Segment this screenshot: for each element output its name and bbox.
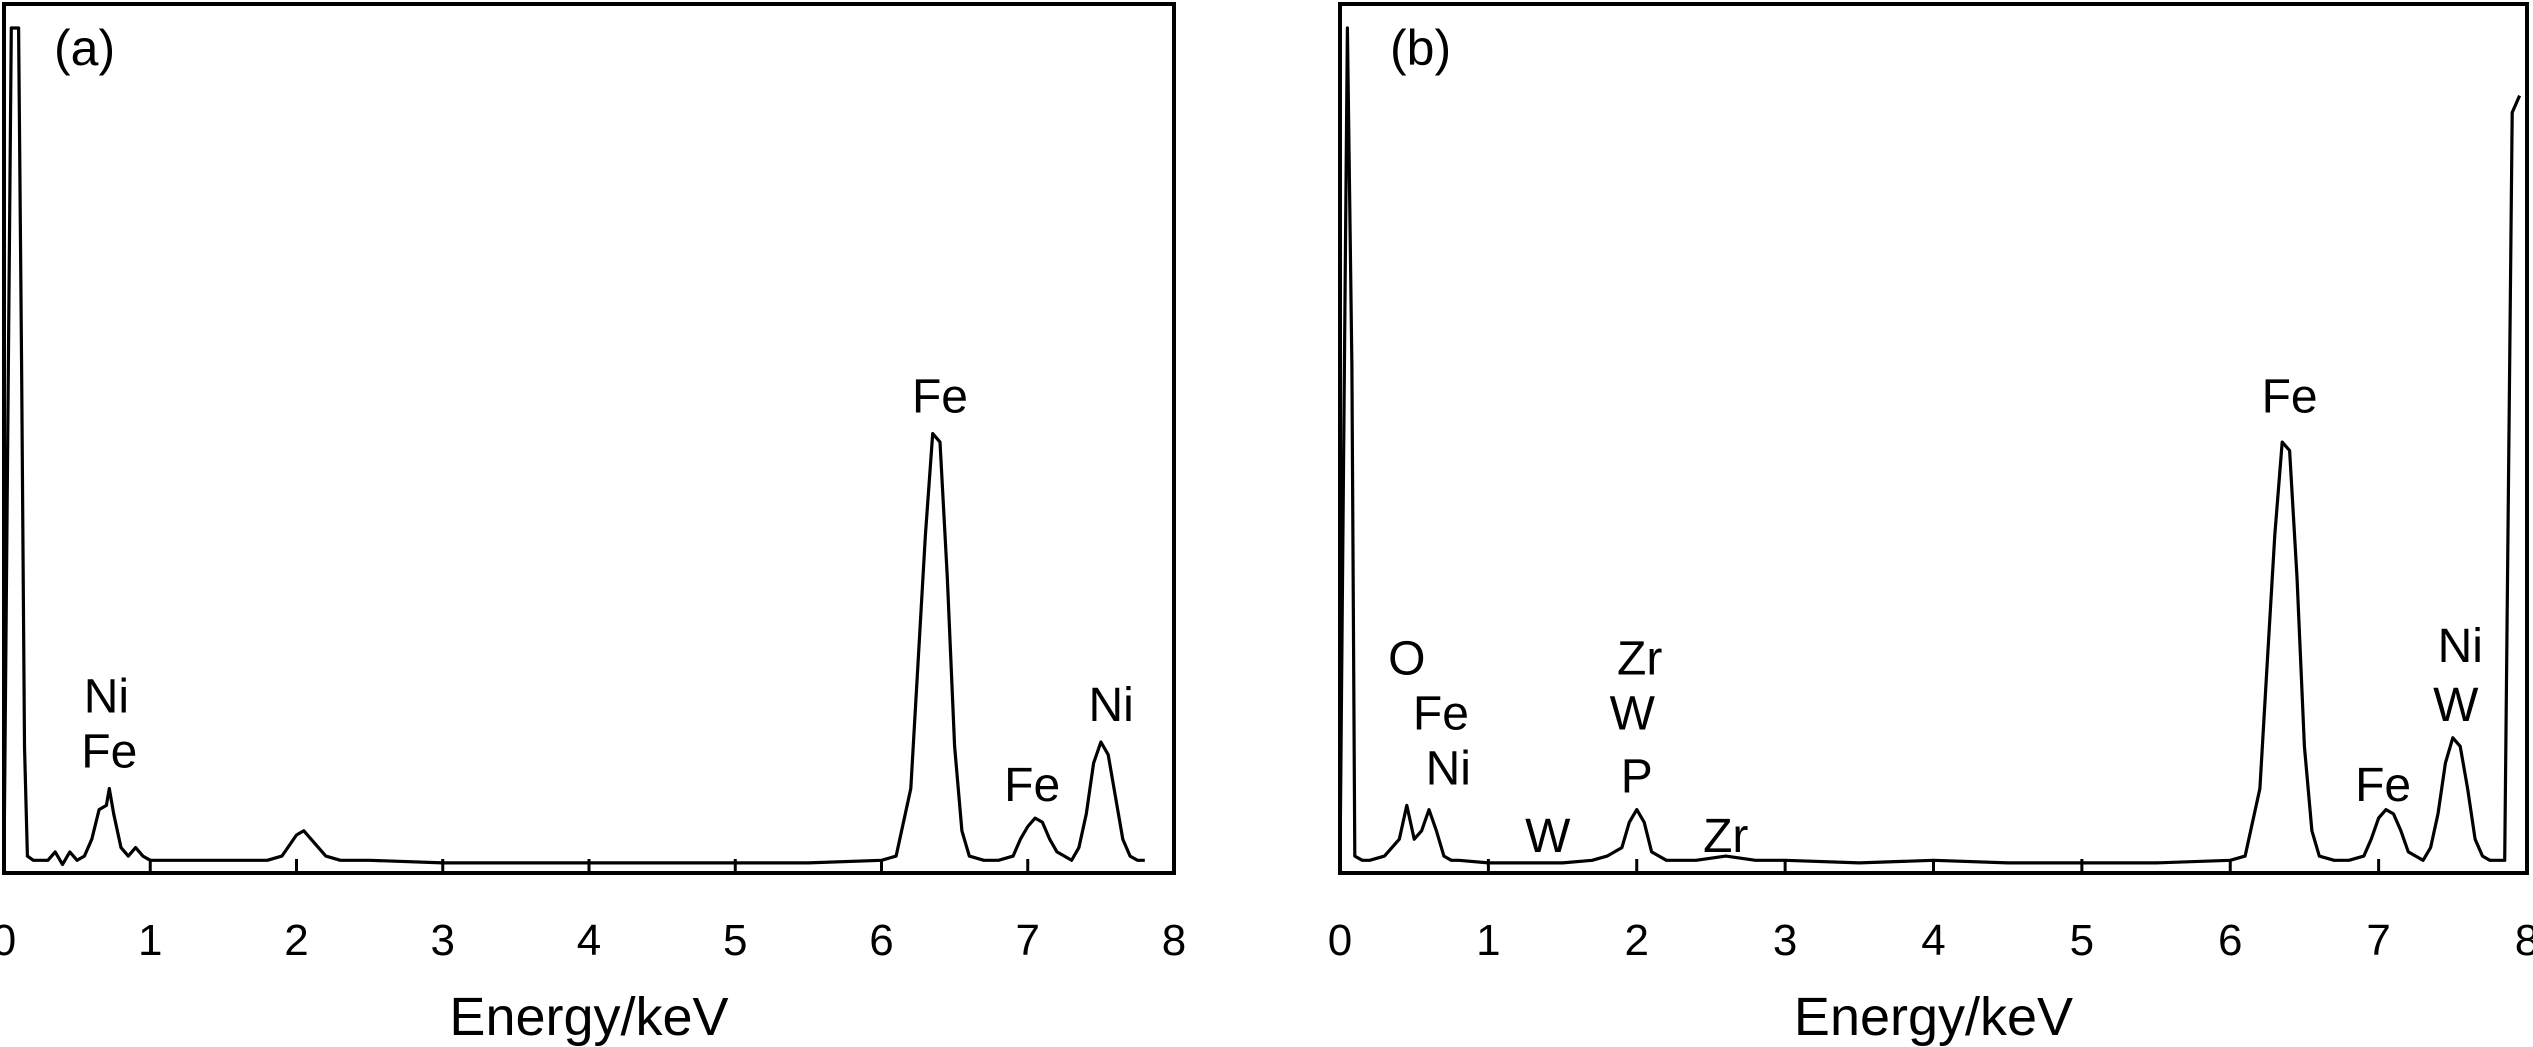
panel-b-label: (b) [1390, 20, 1451, 76]
panel-a-x-tick-label: 1 [138, 916, 162, 965]
panel-a-peak-label: Fe [81, 725, 137, 778]
panel-b-peak-label: P [1621, 751, 1653, 804]
panel-b-x-tick-label: 1 [1476, 916, 1500, 965]
panel-a-x-axis-title: Energy/keV [449, 987, 728, 1047]
panel-b-frame [1338, 2, 2529, 875]
panel-b-x-tick-label: 5 [2070, 916, 2094, 965]
panel-a-x-tick-label: 4 [577, 916, 601, 965]
panel-b-x-tick-label: 3 [1773, 916, 1797, 965]
panel-b-peak-label: Fe [1413, 687, 1469, 740]
panel-a-peak-label: Fe [912, 370, 968, 423]
panel-b-x-tick-label: 7 [2366, 916, 2390, 965]
panel-a-label: (a) [54, 20, 115, 76]
panel-a-x-tick-label: 2 [284, 916, 308, 965]
panel-b-x-tick-label: 8 [2515, 916, 2533, 965]
panel-a-frame [2, 2, 1176, 875]
panel-a-peak-label: Fe [1004, 759, 1060, 812]
panel-b-peak-label: W [1525, 810, 1571, 863]
panel-a-x-tick-label: 6 [869, 916, 893, 965]
panel-b-spectrum-line [1338, 26, 2522, 865]
panel-a-x-tick-label: 3 [431, 916, 455, 965]
panel-b: 0 1 2 3 4 5 6 7 8Energy/keV(b)OFeNiWZrWPZrFeFeWN… [1328, 2, 2533, 1047]
panel-a-x-tick-label: 0 [0, 916, 16, 965]
panel-a-spectrum-line [2, 26, 1145, 867]
panel-b-x-tick-label: 2 [1625, 916, 1649, 965]
panel-a-x-tick-label: 7 [1016, 916, 1040, 965]
panel-b-x-tick-label: 4 [1921, 916, 1945, 965]
panel-b-peak-label: Ni [2438, 620, 2483, 673]
panel-b-peak-label: W [2433, 679, 2479, 732]
panel-a-peak-label: Ni [1088, 679, 1133, 732]
panel-b-peak-label: W [1610, 687, 1656, 740]
panel-a-peak-label: Ni [84, 670, 129, 723]
panel-a-x-tick-label: 8 [1162, 916, 1186, 965]
panel-b-peak-label: Fe [2355, 759, 2411, 812]
panel-a-x-tick-label: 5 [723, 916, 747, 965]
panel-b-x-tick-label: 0 [1328, 916, 1352, 965]
panel-b-peak-label: Zr [1703, 810, 1748, 863]
panel-b-peak-label: Fe [2262, 370, 2318, 423]
panel-b-x-tick-label: 6 [2218, 916, 2242, 965]
panel-b-peak-label: O [1388, 632, 1425, 685]
panel-b-peak-label: Zr [1617, 632, 1662, 685]
panel-b-peak-label: Ni [1426, 742, 1471, 795]
panel-b-x-axis-title: Energy/keV [1794, 987, 2073, 1047]
